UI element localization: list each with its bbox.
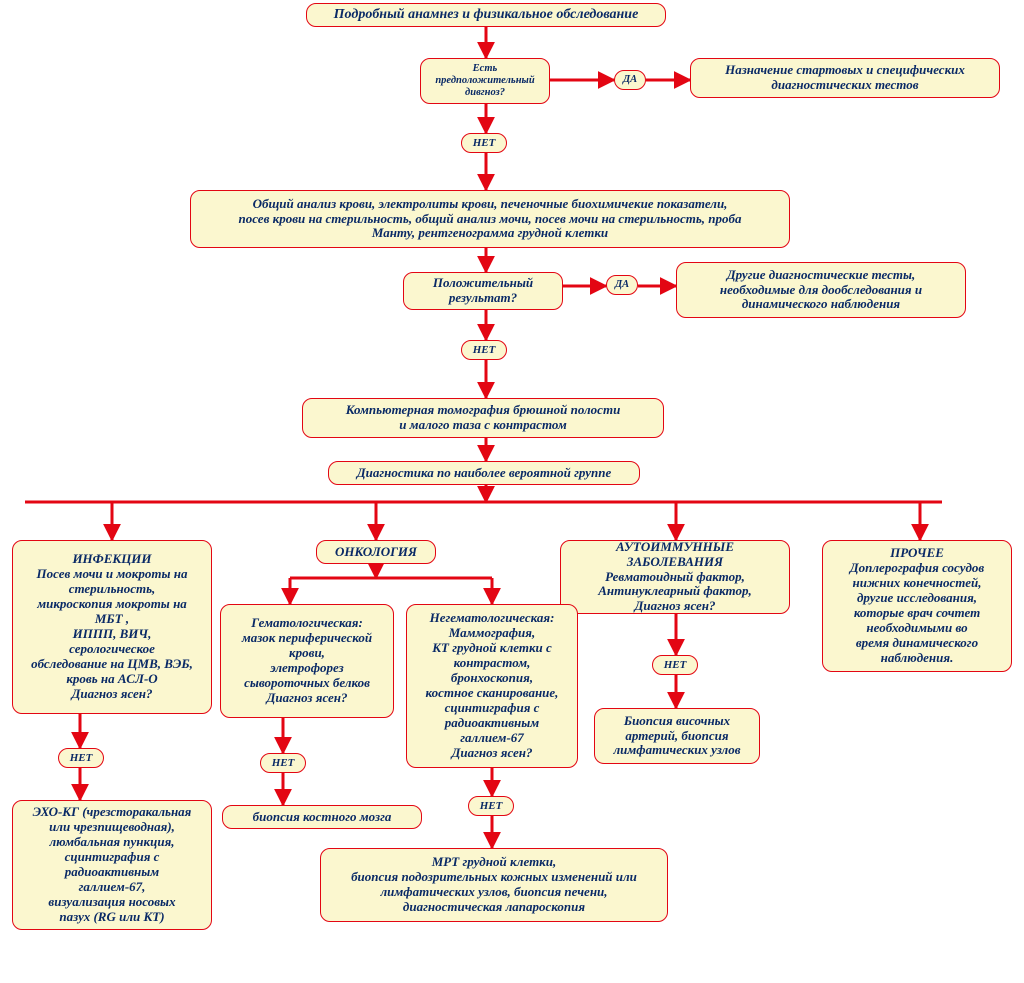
flow-node-n8: ДА [606, 275, 638, 295]
flow-node-label: МРТ грудной клетки, биопсия подозрительн… [329, 855, 659, 915]
flow-node-n17: Гематологическая: мазок периферической к… [220, 604, 394, 718]
flow-node-label: Диагностика по наиболее вероятной группе [337, 466, 631, 481]
flow-node-n12: Диагностика по наиболее вероятной группе [328, 461, 640, 485]
flow-node-n15: АУТОИММУННЫЕ ЗАБОЛЕВАНИЯ Ревматоидный фа… [560, 540, 790, 614]
flow-node-n14: ОНКОЛОГИЯ [316, 540, 436, 564]
flow-node-label: Подробный анамнез и физикальное обследов… [315, 7, 657, 23]
flow-node-n23: НЕТ [260, 753, 306, 773]
flow-node-n19: НЕТ [652, 655, 698, 675]
flow-node-n24: биопсия костного мозга [222, 805, 422, 829]
flow-node-n21: НЕТ [58, 748, 104, 768]
flow-node-label: НЕТ [470, 344, 498, 357]
flow-node-n10: НЕТ [461, 340, 507, 360]
flow-node-label: Другие диагностические тесты, необходимы… [685, 268, 957, 313]
flow-node-n4: Назначение стартовых и специфических диа… [690, 58, 1000, 98]
flow-node-label: НЕТ [269, 757, 297, 770]
flow-node-n3: ДА [614, 70, 646, 90]
flow-node-n9: Другие диагностические тесты, необходимы… [676, 262, 966, 318]
flow-node-n26: МРТ грудной клетки, биопсия подозрительн… [320, 848, 668, 922]
flow-node-label: ДА [615, 279, 629, 291]
flow-node-label: Биопсия височных артерий, биопсия лимфат… [603, 714, 751, 759]
flow-node-label: Назначение стартовых и специфических диа… [699, 63, 991, 93]
flow-node-label: ЭХО-КГ (чрезсторакальная или чрезпищевод… [21, 805, 203, 925]
flow-node-n22: ЭХО-КГ (чрезсторакальная или чрезпищевод… [12, 800, 212, 930]
flow-node-label: Гематологическая: мазок периферической к… [229, 616, 385, 706]
flow-node-n18: Негематологическая: Маммография, КТ груд… [406, 604, 578, 768]
flow-node-label: Есть предположительный дивгноз? [429, 63, 541, 99]
flow-node-n2: Есть предположительный дивгноз? [420, 58, 550, 104]
flow-node-n11: Компьютерная томография брюшной полости … [302, 398, 664, 438]
flow-node-label: НЕТ [67, 752, 95, 765]
flow-node-n5: НЕТ [461, 133, 507, 153]
flow-node-label: НЕТ [661, 659, 689, 672]
flow-node-label: ОНКОЛОГИЯ [325, 545, 427, 560]
flow-node-label: АУТОИММУННЫЕ ЗАБОЛЕВАНИЯ Ревматоидный фа… [569, 540, 781, 615]
flow-node-n6: Общий анализ крови, электролиты крови, п… [190, 190, 790, 248]
flow-node-n13: ИНФЕКЦИИ Посев мочи и мокроты на стериль… [12, 540, 212, 714]
flowchart-canvas: Подробный анамнез и физикальное обследов… [0, 0, 1024, 983]
flow-node-n16: ПРОЧЕЕ Доплерография сосудов нижних коне… [822, 540, 1012, 672]
flow-node-label: ДА [623, 74, 637, 86]
flow-node-label: НЕТ [470, 137, 498, 150]
flow-node-label: Общий анализ крови, электролиты крови, п… [199, 197, 781, 242]
flow-node-label: ИНФЕКЦИИ Посев мочи и мокроты на стериль… [21, 552, 203, 701]
flow-node-label: НЕТ [477, 800, 505, 813]
flow-node-n7: Положительный результат? [403, 272, 563, 310]
flow-node-n25: НЕТ [468, 796, 514, 816]
flow-node-label: Компьютерная томография брюшной полости … [311, 403, 655, 433]
flow-node-n1: Подробный анамнез и физикальное обследов… [306, 3, 666, 27]
flow-node-label: ПРОЧЕЕ Доплерография сосудов нижних коне… [831, 546, 1003, 666]
flow-node-n20: Биопсия височных артерий, биопсия лимфат… [594, 708, 760, 764]
flow-node-label: Негематологическая: Маммография, КТ груд… [415, 611, 569, 760]
flow-node-label: биопсия костного мозга [231, 810, 413, 825]
flow-node-label: Положительный результат? [412, 276, 554, 306]
